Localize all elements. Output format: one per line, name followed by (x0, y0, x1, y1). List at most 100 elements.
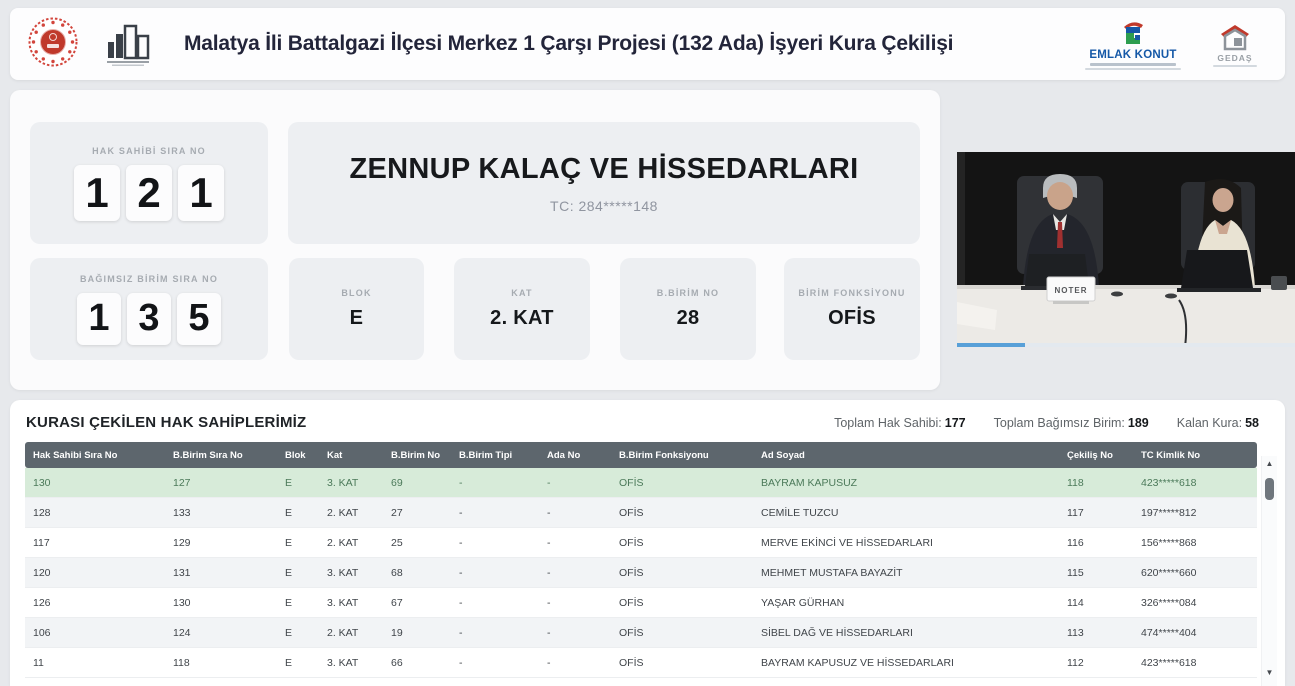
table-cell: 127 (165, 468, 277, 498)
digit-box: 5 (177, 292, 221, 345)
government-seal-icon (28, 17, 78, 72)
table-cell: 118 (1059, 468, 1133, 498)
table-cell: 3. KAT (319, 468, 383, 498)
table-cell: 112 (1059, 647, 1133, 678)
gedas-logo: GEDAŞ (1209, 22, 1261, 67)
scrollbar-thumb[interactable] (1265, 478, 1274, 500)
drawn-owners-panel: KURASI ÇEKİLEN HAK SAHİPLERİMİZ Toplam H… (10, 400, 1285, 686)
table-cell: 326*****084 (1133, 587, 1257, 618)
table-cell: 69 (383, 468, 451, 498)
table-row: 11 118 E 3. KAT 66- - OFİS BAYRAM KAPUSUZ VE Hİ… (25, 647, 1257, 678)
scroll-down-icon[interactable]: ▼ (1265, 668, 1274, 677)
table-cell: 423*****618 (1133, 468, 1257, 498)
table-cell: 124 (165, 617, 277, 648)
table-cell: - (539, 497, 611, 528)
winner-name-card: ZENNUP KALAÇ VE HİSSEDARLARI TC: 284****… (288, 122, 920, 244)
table-cell: 116 (1059, 527, 1133, 558)
table-cell: BAYRAM KAPUSUZ (753, 468, 1059, 498)
table-cell: 115 (1059, 557, 1133, 588)
emlak-konut-logo: EMLAK KONUT (1083, 19, 1183, 70)
stat-value: 58 (1245, 415, 1259, 430)
bagimsiz-birim-sira-no-card: BAĞIMSIZ BİRİM SIRA NO 1 3 5 (30, 258, 268, 360)
table-cell: 2. KAT (319, 527, 383, 558)
bagimsiz-birim-label: BAĞIMSIZ BİRİM SIRA NO (79, 273, 219, 284)
table-cell: 126 (25, 587, 165, 618)
table-cell: 3. KAT (319, 647, 383, 678)
table-cell: 68 (383, 557, 451, 588)
column-header: TC Kimlik No (1133, 442, 1257, 468)
table-cell: MERVE EKİNCİ VE HİSSEDARLARI (753, 527, 1059, 558)
digit-box: 3 (127, 292, 171, 345)
table-cell: 474*****404 (1133, 617, 1257, 648)
table-cell: 3. KAT (319, 587, 383, 618)
kat-label: KAT (511, 288, 533, 298)
birim-no-label: B.BİRİM NO (656, 288, 720, 298)
table-head-row: KURASI ÇEKİLEN HAK SAHİPLERİMİZ Toplam H… (10, 400, 1285, 442)
table-row: 128 133 E 2. KAT 27- - OFİS CEMİLE TUZCU 117 197*… (25, 497, 1257, 528)
kat-card: KAT 2. KAT (454, 258, 590, 360)
table-cell: 27 (383, 497, 451, 528)
table-row: 130 127 E 3. KAT 69- - OFİS BAYRAM KAPUSUZ 118 42… (25, 468, 1257, 498)
emlak-konut-subtitle (1090, 62, 1176, 66)
table-cell: - (539, 617, 611, 648)
table-cell: 129 (165, 527, 277, 558)
current-draw-panel: HAK SAHİBİ SIRA NO 1 2 1 ZENNUP KALAÇ VE… (10, 90, 940, 390)
table-scrollbar[interactable]: ▲ ▼ (1261, 456, 1277, 686)
digit-box: 1 (77, 292, 121, 345)
hak-sahibi-sira-no-card: HAK SAHİBİ SIRA NO 1 2 1 (30, 122, 268, 244)
table-cell: E (277, 617, 319, 648)
table-cell: SİBEL DAĞ VE HİSSEDARLARI (753, 617, 1059, 648)
gedas-label: GEDAŞ (1217, 52, 1253, 63)
stat-value: 177 (944, 415, 966, 430)
table-cell: - (451, 617, 539, 648)
table-header-row: Hak Sahibi Sıra No B.Birim Sıra No Blok … (25, 442, 1257, 468)
emlak-konut-subtitle2 (1085, 67, 1181, 70)
birim-fonksiyonu-value: OFİS (828, 307, 876, 329)
table-cell: OFİS (611, 557, 753, 588)
stat-total-units: Toplam Bağımsız Birim: 189 (994, 416, 1149, 430)
table-cell: 130 (165, 587, 277, 618)
table-cell: 2. KAT (319, 497, 383, 528)
stat-value: 189 (1127, 415, 1149, 430)
scroll-up-icon[interactable]: ▲ (1265, 459, 1274, 468)
stat-label: Kalan Kura: (1176, 415, 1243, 430)
table-row: 106 124 E 2. KAT 19- - OFİS SİBEL DAĞ VE HİSSED… (25, 617, 1257, 648)
table-cell: 156*****868 (1133, 527, 1257, 558)
emlak-konut-label: EMLAK KONUT (1089, 48, 1177, 61)
table-cell: BAYRAM KAPUSUZ VE HİSSEDARLARI (753, 647, 1059, 678)
column-header: Ad Soyad (753, 442, 1059, 468)
section-title: KURASI ÇEKİLEN HAK SAHİPLERİMİZ (26, 414, 307, 431)
table-cell: OFİS (611, 468, 753, 498)
gedas-subtitle (1213, 64, 1257, 67)
table-cell: 25 (383, 527, 451, 558)
bagimsiz-birim-digits: 1 3 5 (77, 292, 221, 345)
table-cell: 113 (1059, 617, 1133, 648)
birim-no-value: 28 (676, 307, 700, 329)
draw-stats: Toplam Hak Sahibi: 177 Toplam Bağımsız Bi… (834, 416, 1259, 430)
winner-tc-number: TC: 284*****148 (550, 197, 658, 214)
column-header: B.Birim Fonksiyonu (611, 442, 753, 468)
table-cell: - (539, 527, 611, 558)
table-cell: OFİS (611, 527, 753, 558)
table-cell: - (539, 557, 611, 588)
table-cell: 11 (25, 647, 165, 678)
table-cell: - (539, 647, 611, 678)
table-cell: E (277, 527, 319, 558)
header-bar: Malatya İli Battalgazi İlçesi Merkez 1 Ç… (10, 8, 1285, 80)
table-cell: - (451, 527, 539, 558)
notary-video-feed[interactable]: NOTER (957, 152, 1295, 347)
table-cell: - (539, 587, 611, 618)
digit-box: 1 (74, 164, 120, 221)
table-cell: 117 (1059, 497, 1133, 528)
hak-sahibi-digits: 1 2 1 (74, 164, 224, 221)
blok-label: BLOK (341, 288, 372, 298)
kat-value: 2. KAT (490, 307, 554, 329)
table-cell: 423*****618 (1133, 647, 1257, 678)
table-cell: - (451, 468, 539, 498)
page-title: Malatya İli Battalgazi İlçesi Merkez 1 Ç… (184, 32, 954, 55)
digit-box: 1 (178, 164, 224, 221)
birim-no-card: B.BİRİM NO 28 (620, 258, 756, 360)
table-cell: YAŞAR GÜRHAN (753, 587, 1059, 618)
winner-name: ZENNUP KALAÇ VE HİSSEDARLARI (349, 152, 859, 185)
